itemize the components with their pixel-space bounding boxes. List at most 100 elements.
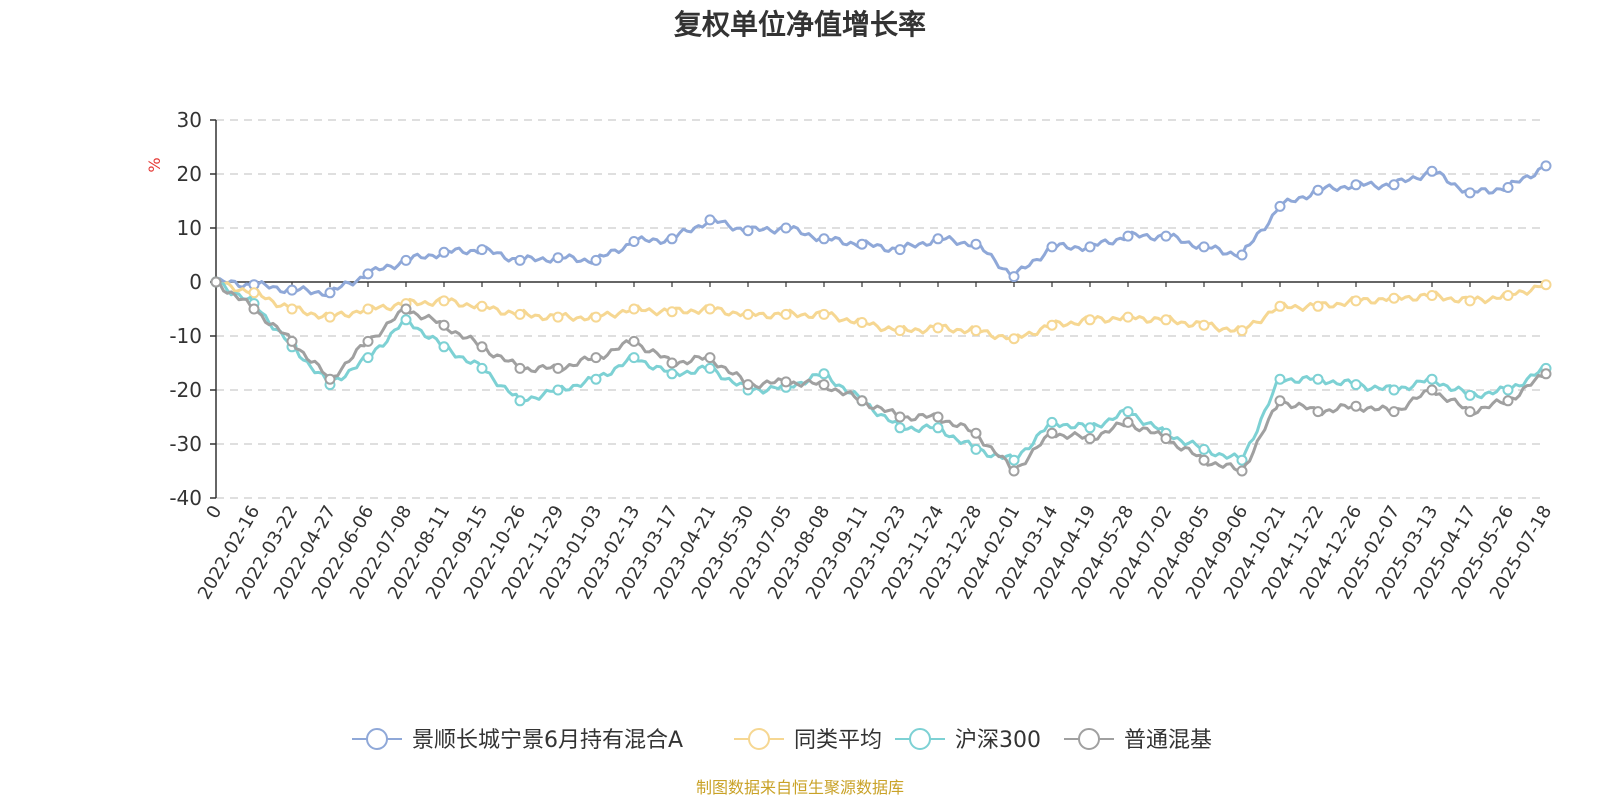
data-point [628, 352, 640, 364]
data-point [818, 233, 830, 245]
data-point [1198, 454, 1210, 466]
data-point [1236, 454, 1248, 466]
legend-label: 景顺长城宁景6月持有混合A [412, 728, 683, 753]
data-point [932, 322, 944, 334]
series-line [215, 280, 1547, 341]
data-point [324, 311, 336, 323]
data-point [780, 222, 792, 234]
data-point [894, 422, 906, 434]
data-point [1008, 333, 1020, 345]
data-point [1008, 271, 1020, 283]
data-point [1274, 373, 1286, 385]
data-point [1502, 384, 1514, 396]
data-point [286, 284, 298, 296]
data-point [514, 254, 526, 266]
data-point [1122, 230, 1134, 242]
data-point [1236, 249, 1248, 261]
data-point [400, 314, 412, 326]
data-point [1350, 379, 1362, 391]
y-tick-label: 10 [177, 216, 202, 240]
data-point [248, 287, 260, 299]
chart-title: 复权单位净值增长率 [674, 8, 926, 41]
data-point [590, 311, 602, 323]
data-point [628, 236, 640, 247]
data-point [590, 352, 602, 364]
data-point [1122, 416, 1134, 428]
legend-item[interactable]: 普通混基 [1064, 728, 1212, 753]
y-tick-label: 0 [189, 270, 202, 294]
data-point [476, 244, 488, 256]
data-point [1084, 241, 1096, 253]
legend-swatch-marker [748, 728, 770, 750]
data-point [1540, 279, 1552, 291]
y-tick-label: -20 [169, 378, 202, 402]
series-layer [210, 160, 1552, 477]
y-tick-label: -40 [169, 486, 202, 510]
data-point [1236, 325, 1248, 337]
data-point [1312, 373, 1324, 385]
data-point [248, 303, 260, 315]
series-line [215, 164, 1547, 298]
data-point [666, 233, 678, 245]
y-tick-label: -30 [169, 432, 202, 456]
data-point [894, 244, 906, 256]
data-point [1084, 433, 1096, 445]
data-point [438, 341, 450, 353]
data-point [1464, 187, 1476, 199]
data-point [476, 300, 488, 312]
axis-layer: 3020100-10-20-30-4002022-02-162022-03-22… [169, 108, 1556, 603]
data-point [1198, 443, 1210, 455]
data-point [438, 319, 450, 331]
data-point [856, 395, 868, 407]
data-point [894, 325, 906, 337]
data-point [628, 303, 640, 315]
data-point [780, 308, 792, 320]
data-point [1540, 368, 1552, 380]
data-point [856, 317, 868, 328]
data-point [704, 362, 716, 374]
data-point [1274, 395, 1286, 407]
data-point [590, 254, 602, 266]
legend-item[interactable]: 沪深300 [895, 728, 1041, 753]
data-point [894, 411, 906, 423]
data-point [1388, 179, 1400, 191]
data-point [1388, 384, 1400, 396]
data-point [1274, 300, 1286, 312]
legend-item[interactable]: 同类平均 [734, 728, 882, 753]
data-point [1350, 400, 1362, 412]
data-point [818, 379, 830, 391]
data-point [362, 268, 374, 280]
data-point [1122, 311, 1134, 323]
legend-swatch-marker [1078, 728, 1100, 750]
data-point [1350, 295, 1362, 307]
data-point [970, 325, 982, 337]
data-point [818, 368, 830, 380]
data-point [1464, 406, 1476, 418]
data-point [476, 362, 488, 374]
legend-item[interactable]: 景顺长城宁景6月持有混合A [352, 728, 683, 753]
x-tick-label: 0 [202, 502, 226, 522]
y-axis-unit: % [145, 157, 164, 172]
data-point [1122, 406, 1134, 418]
data-point [704, 303, 716, 315]
series-line [215, 280, 1547, 473]
data-point [1160, 314, 1172, 326]
data-point [362, 335, 374, 347]
data-point [1046, 427, 1058, 439]
data-point [818, 308, 830, 320]
data-point [1426, 373, 1438, 385]
data-point [514, 362, 526, 374]
data-point [704, 214, 716, 226]
data-point [742, 308, 754, 320]
data-point [1464, 389, 1476, 401]
data-point [1502, 182, 1514, 193]
data-point [590, 373, 602, 385]
data-point [970, 427, 982, 439]
legend: 景顺长城宁景6月持有混合A 同类平均 沪深300 普通混基 [352, 728, 1212, 753]
series-line [215, 280, 1547, 462]
data-point [1426, 165, 1438, 177]
data-point [438, 246, 450, 258]
y-tick-label: 20 [177, 162, 202, 186]
data-point [362, 352, 374, 364]
data-point [1388, 406, 1400, 418]
